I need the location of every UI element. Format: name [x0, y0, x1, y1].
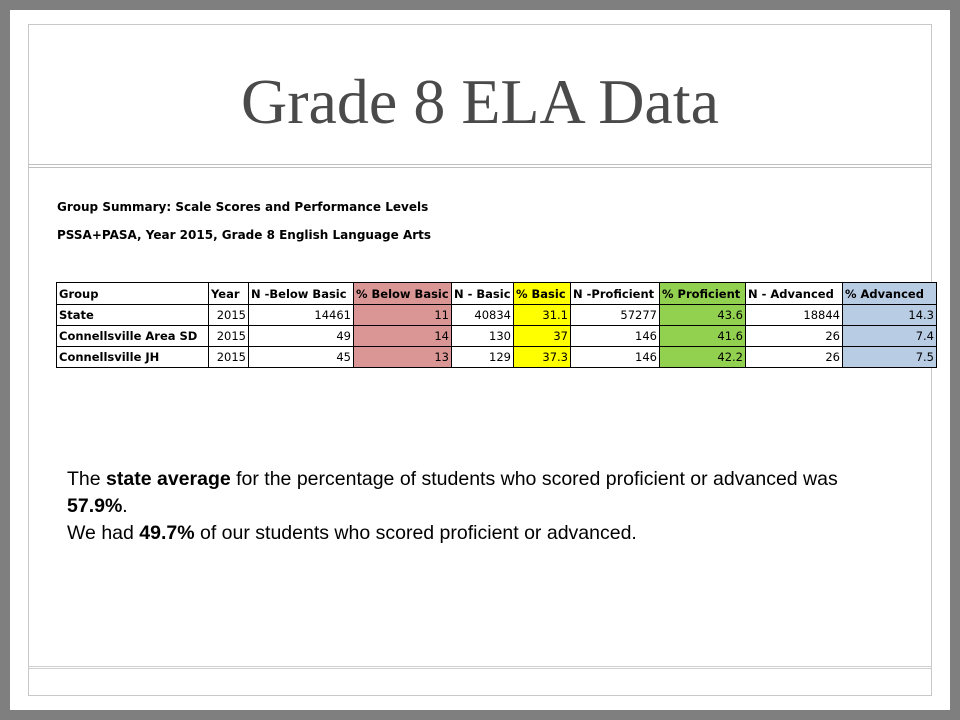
cell-pct-advanced: 14.3	[842, 304, 937, 326]
cell-pct-advanced: 7.5	[842, 346, 937, 368]
table-row: Connellsville Area SD 2015 49 14 130 37 …	[56, 325, 937, 347]
summary-line-state: The state average for the percentage of …	[67, 466, 897, 520]
cell-pct-basic: 37.3	[513, 346, 571, 368]
footer-divider	[28, 666, 932, 669]
summary-text-part: for the percentage of students who score…	[230, 468, 838, 490]
performance-table: Group Year N -Below Basic % Below Basic …	[56, 282, 937, 368]
cell-n-below-basic: 45	[248, 346, 354, 368]
header-pct-basic: % Basic	[513, 282, 571, 305]
table-subtitle-2: PSSA+PASA, Year 2015, Grade 8 English La…	[57, 228, 432, 242]
cell-group: Connellsville Area SD	[56, 325, 209, 347]
header-pct-advanced: % Advanced	[842, 282, 937, 305]
summary-emphasis-state-pct: 57.9%	[67, 495, 123, 517]
header-pct-below-basic: % Below Basic	[353, 282, 452, 305]
cell-group: Connellsville JH	[56, 346, 209, 368]
header-n-advanced: N - Advanced	[745, 282, 843, 305]
cell-n-proficient: 146	[570, 346, 660, 368]
table-header-row: Group Year N -Below Basic % Below Basic …	[56, 282, 937, 305]
summary-text-part: We had	[67, 522, 140, 544]
header-n-basic: N - Basic	[451, 282, 514, 305]
header-pct-proficient: % Proficient	[659, 282, 746, 305]
cell-n-advanced: 18844	[745, 304, 843, 326]
table-subtitle-1: Group Summary: Scale Scores and Performa…	[57, 200, 429, 214]
cell-n-advanced: 26	[745, 325, 843, 347]
cell-pct-below-basic: 14	[353, 325, 452, 347]
cell-n-basic: 130	[451, 325, 514, 347]
cell-year: 2015	[208, 346, 249, 368]
cell-pct-proficient: 41.6	[659, 325, 746, 347]
cell-n-proficient: 146	[570, 325, 660, 347]
header-n-proficient: N -Proficient	[570, 282, 660, 305]
header-group: Group	[56, 282, 209, 305]
summary-text: The state average for the percentage of …	[67, 466, 897, 547]
cell-pct-below-basic: 13	[353, 346, 452, 368]
slide-title: Grade 8 ELA Data	[240, 66, 720, 137]
cell-pct-basic: 37	[513, 325, 571, 347]
header-n-below-basic: N -Below Basic	[248, 282, 354, 305]
cell-pct-proficient: 43.6	[659, 304, 746, 326]
cell-n-basic: 129	[451, 346, 514, 368]
summary-line-school: We had 49.7% of our students who scored …	[67, 520, 897, 547]
cell-group: State	[56, 304, 209, 326]
cell-year: 2015	[208, 325, 249, 347]
slide: Grade 8 ELA Data Group Summary: Scale Sc…	[10, 10, 950, 710]
cell-pct-below-basic: 11	[353, 304, 452, 326]
table-row: Connellsville JH 2015 45 13 129 37.3 146…	[56, 346, 937, 368]
header-year: Year	[208, 282, 249, 305]
cell-pct-advanced: 7.4	[842, 325, 937, 347]
summary-text-part: .	[122, 495, 128, 517]
cell-n-basic: 40834	[451, 304, 514, 326]
summary-emphasis-state-average: state average	[106, 468, 231, 490]
summary-text-part: of our students who scored proficient or…	[194, 522, 637, 544]
title-divider	[28, 164, 932, 168]
cell-pct-proficient: 42.2	[659, 346, 746, 368]
cell-pct-basic: 31.1	[513, 304, 571, 326]
summary-emphasis-school-pct: 49.7%	[139, 522, 195, 544]
table-row: State 2015 14461 11 40834 31.1 57277 43.…	[56, 304, 937, 326]
cell-year: 2015	[208, 304, 249, 326]
cell-n-advanced: 26	[745, 346, 843, 368]
summary-text-part: The	[67, 468, 107, 490]
cell-n-proficient: 57277	[570, 304, 660, 326]
cell-n-below-basic: 14461	[248, 304, 354, 326]
cell-n-below-basic: 49	[248, 325, 354, 347]
